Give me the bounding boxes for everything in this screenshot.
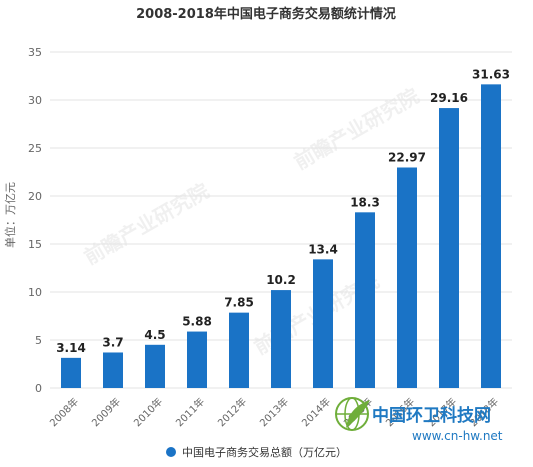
x-tick-label: 2014年 [299,395,333,429]
bar-value-label: 5.88 [182,315,212,329]
bar-value-label: 31.63 [472,67,510,81]
y-tick-labels: 0 5 10 15 20 25 30 35 [28,46,42,395]
site-watermark: 中国环卫科技网 www.cn-hw.net [335,397,503,443]
grid-layer [50,51,512,389]
bar-2015年 [355,212,375,388]
bar-2008年 [61,357,81,388]
bar-2014年 [313,259,333,388]
bar-value-label: 4.5 [144,328,165,342]
x-tick-label: 2010年 [131,395,165,429]
site-url: www.cn-hw.net [412,429,503,443]
watermark-text-mid: 前瞻产业研究院 [80,179,213,270]
y-tick-label: 10 [28,286,42,299]
y-tick-label: 5 [35,334,42,347]
bar-2009年 [103,352,123,388]
bar-value-label: 10.2 [266,273,296,287]
site-name: 中国环卫科技网 [372,405,491,426]
bar-2016年 [397,167,417,388]
y-tick-label: 20 [28,190,42,203]
y-tick-label: 15 [28,238,42,251]
bar-2011年 [187,331,207,388]
bar-2018年 [481,84,501,389]
bar-value-label: 29.16 [430,91,468,105]
y-axis-label: 单位：万亿元 [3,182,17,248]
globe-leaf-icon [335,397,370,431]
bar-value-label: 18.3 [350,195,380,209]
value-label-layer: 3.14 3.7 4.5 5.88 7.85 10.2 13.4 18.3 22.97 29.16… [56,67,510,355]
y-tick-label: 30 [28,94,42,107]
bar-value-label: 3.14 [56,341,86,355]
y-tick-label: 25 [28,142,42,155]
bar-value-label: 13.4 [308,242,338,256]
bar-2010年 [145,344,165,388]
bar-value-label: 7.85 [224,296,254,310]
y-tick-label: 0 [35,382,42,395]
legend-label: 中国电子商务交易总额（万亿元） [182,445,347,459]
bar-value-label: 3.7 [102,335,123,349]
bar-2013年 [271,290,291,388]
x-tick-label: 2012年 [215,395,249,429]
bar-value-label: 22.97 [388,150,426,164]
x-tick-label: 2011年 [173,395,207,429]
legend-marker [166,447,176,457]
bar-layer [61,84,501,389]
y-tick-label: 35 [28,46,42,59]
x-tick-label: 2009年 [89,395,123,429]
bar-2012年 [229,312,249,388]
legend: 中国电子商务交易总额（万亿元） [166,445,347,459]
x-tick-label: 2008年 [47,395,81,429]
bar-2017年 [439,108,459,389]
chart-title: 2008-2018年中国电子商务交易额统计情况 [136,6,396,22]
x-tick-label: 2013年 [257,395,291,429]
